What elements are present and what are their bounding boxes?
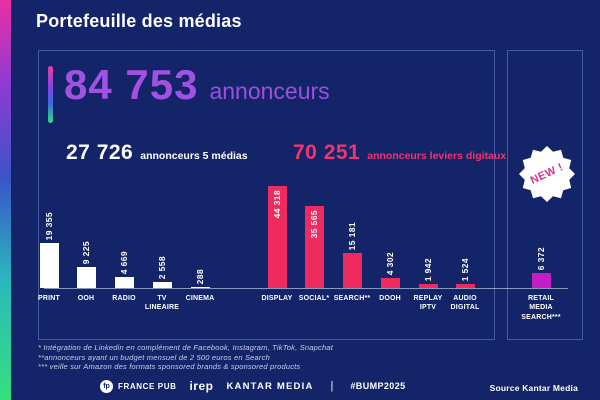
stat-leviers-digitaux-value: 70 251: [293, 141, 361, 164]
kantar-media-wordmark: KANTAR MEDIA: [226, 380, 314, 392]
stat-5-medias: 27 726 annonceurs 5 médias: [66, 141, 248, 165]
retail-media-panel: [507, 50, 583, 340]
gradient-edge-strip: [0, 0, 11, 400]
total-annonceurs-value: 84 753: [64, 61, 199, 108]
stat-5-medias-value: 27 726: [66, 141, 134, 164]
total-annonceurs: 84 753 annonceurs: [64, 61, 330, 108]
source-credit: Source Kantar Media: [489, 383, 578, 393]
page-title: Portefeuille des médias: [36, 11, 242, 31]
chart-baseline: [44, 288, 568, 289]
stat-leviers-digitaux: 70 251 annonceurs leviers digitaux: [293, 141, 506, 165]
irep-wordmark: irep: [189, 379, 214, 393]
starburst-seal-icon: [519, 146, 575, 202]
stat-5-medias-label: annonceurs 5 médias: [140, 150, 248, 162]
footnote-3: *** veille sur Amazon des formats sponso…: [38, 362, 301, 371]
stat-leviers-digitaux-label: annonceurs leviers digitaux: [367, 150, 507, 162]
new-badge: NEW !: [519, 146, 575, 202]
gradient-accent-bar: [48, 66, 53, 123]
france-pub-logo: fp FRANCE PUB: [100, 379, 177, 393]
footer-logos: fp FRANCE PUB irep KANTAR MEDIA | #BUMP2…: [100, 378, 406, 394]
footnote-2: **annonceurs ayant un budget mensuel de …: [38, 352, 270, 362]
footer-separator: |: [330, 380, 334, 392]
main-chart-panel: [38, 50, 495, 340]
footnote-1: * Intégration de Linkedin en complément …: [38, 343, 333, 352]
france-pub-logo-icon: fp: [100, 379, 113, 393]
footnotes: * Intégration de Linkedin en complément …: [38, 343, 333, 372]
hashtag-label: #BUMP2025: [350, 381, 406, 391]
total-annonceurs-label: annonceurs: [209, 78, 330, 104]
france-pub-wordmark: FRANCE PUB: [118, 381, 177, 391]
